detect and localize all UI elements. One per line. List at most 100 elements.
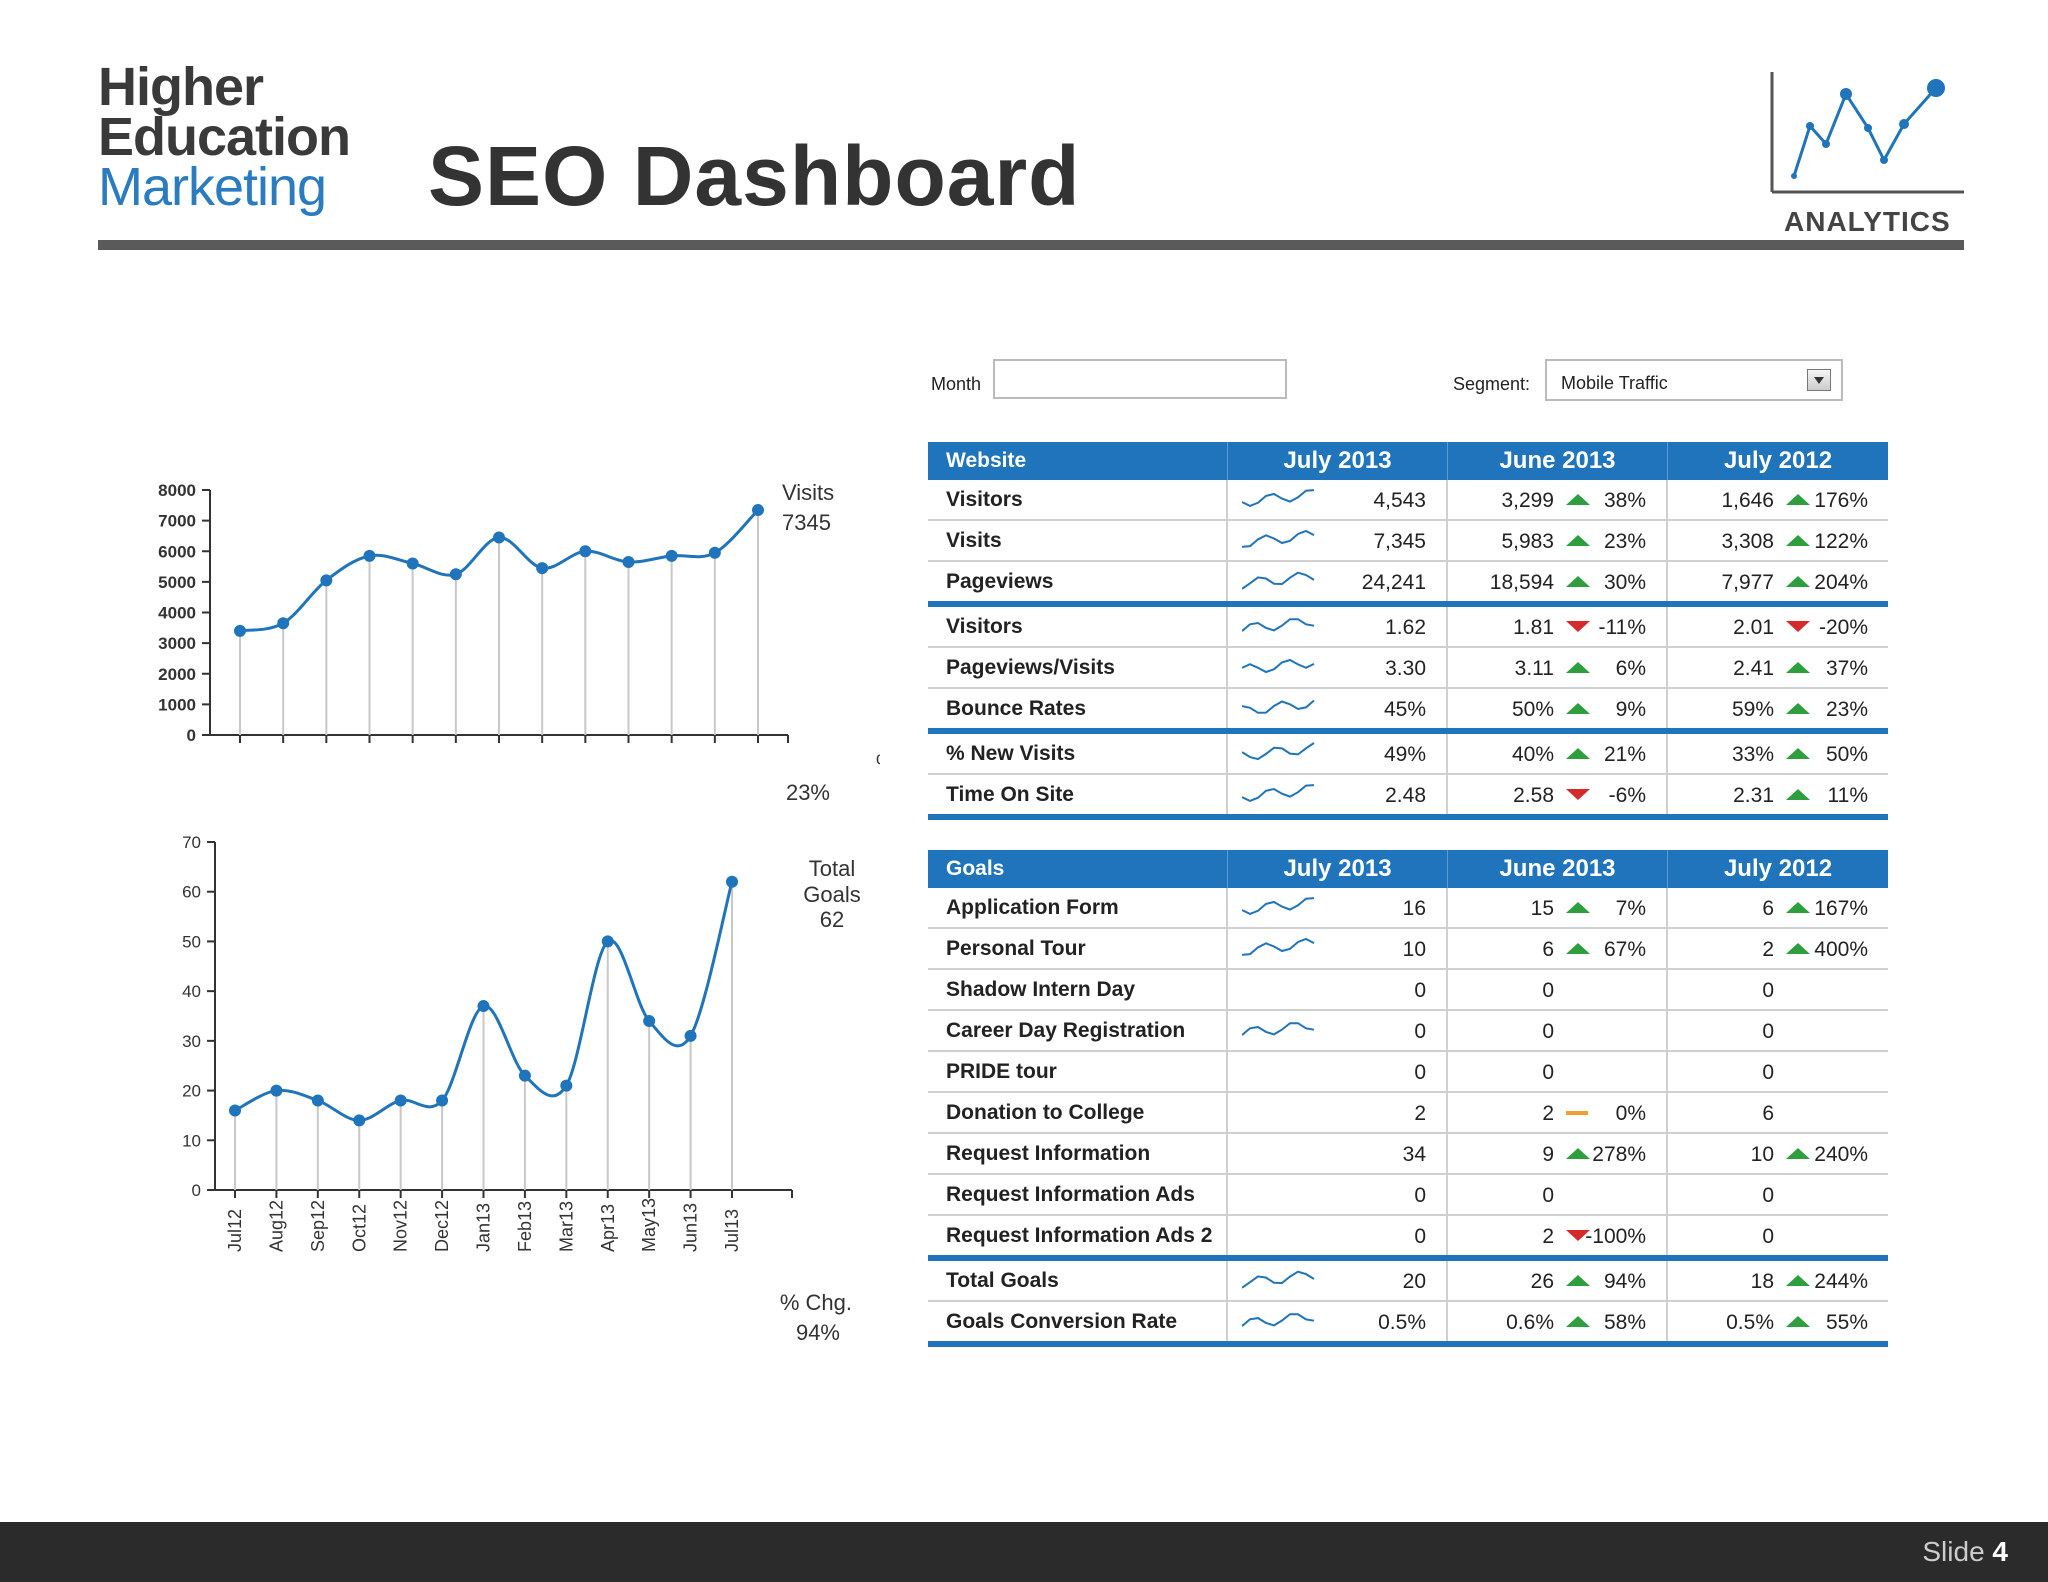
- value-july-2012: 0: [1762, 1184, 1774, 1207]
- row-label: % New Visits: [928, 734, 1228, 773]
- trend-icon: [1566, 576, 1590, 590]
- data-point: [518, 1069, 531, 1082]
- trend-icon: [1786, 1230, 1810, 1244]
- flat-dash-icon: [1566, 1111, 1588, 1115]
- row-label: Visitors: [928, 480, 1228, 519]
- value-july-2012: 6: [1762, 897, 1774, 920]
- cell-june-2013: 5,983 23%: [1448, 521, 1668, 560]
- trend-icon: [1566, 1275, 1590, 1289]
- pct-july-2012: 37%: [1825, 657, 1868, 680]
- table-row: Pageviews 24,241 18,594 30% 7,977 204%: [928, 562, 1888, 607]
- logo-line-3: Marketing: [98, 157, 327, 217]
- y-tick-label: 70: [182, 833, 201, 852]
- slide-label: Slide: [1922, 1536, 1985, 1567]
- visits-value: 7345: [782, 510, 831, 535]
- table-row: Personal Tour 10 6 67% 2 400%: [928, 929, 1888, 970]
- value-june-2013: 0: [1542, 1061, 1554, 1084]
- value-july-2013: 10: [1402, 938, 1426, 961]
- pct-july-2012: 122%: [1814, 530, 1868, 553]
- trend-icon: [1786, 748, 1810, 762]
- value-june-2013: 0.6%: [1506, 1311, 1554, 1334]
- column-header: June 2013: [1448, 442, 1668, 480]
- value-july-2013: 20: [1402, 1270, 1426, 1293]
- trend-icon: [1566, 1025, 1590, 1039]
- down-arrow-icon: [1566, 621, 1590, 632]
- sparkline-icon: [1242, 1313, 1315, 1327]
- data-point: [311, 1094, 324, 1107]
- trend-icon: [1786, 902, 1810, 916]
- trend-icon: [1566, 1230, 1590, 1244]
- segment-select[interactable]: Mobile Traffic: [1545, 359, 1843, 401]
- data-point: [229, 1104, 241, 1117]
- y-tick-label: 5000: [158, 573, 196, 592]
- up-arrow-icon: [1566, 1148, 1590, 1159]
- cell-july-2013: 24,241: [1228, 562, 1448, 601]
- table-row: Time On Site 2.48 2.58 -6% 2.31 11%: [928, 775, 1888, 820]
- pct-june-2013: 21%: [1603, 743, 1646, 766]
- value-july-2012: 0: [1762, 1061, 1774, 1084]
- table-row: Visits 7,345 5,983 23% 3,308 122%: [928, 521, 1888, 562]
- pct-july-2012: -20%: [1818, 616, 1868, 639]
- cell-july-2013: 2.48: [1228, 775, 1448, 814]
- cell-july-2013: 16: [1228, 888, 1448, 927]
- value-july-2012: 18: [1750, 1270, 1774, 1293]
- sparkline-icon: [1242, 618, 1315, 632]
- row-label: Request Information: [928, 1134, 1228, 1173]
- up-arrow-icon: [1786, 902, 1810, 913]
- trend-icon: [1566, 662, 1590, 676]
- slide-number: 4: [1992, 1536, 2008, 1567]
- visits-chart: 0 1000 2000 3000 4000 5000 6000 7000 8000 Visits 7…: [158, 480, 880, 805]
- cell-june-2013: 26 94%: [1448, 1261, 1668, 1300]
- cell-july-2013: 20: [1228, 1261, 1448, 1300]
- up-arrow-icon: [1566, 902, 1590, 913]
- table-row: Request Information 34 9 278% 10 240%: [928, 1134, 1888, 1175]
- cell-july-2012: 0: [1668, 1175, 1888, 1214]
- up-arrow-icon: [1786, 1148, 1810, 1159]
- value-june-2013: 2.58: [1513, 784, 1554, 807]
- cell-july-2013: 10: [1228, 929, 1448, 968]
- data-point: [708, 546, 721, 559]
- pct-june-2013: -6%: [1608, 784, 1646, 807]
- cell-july-2012: 0: [1668, 1216, 1888, 1255]
- column-header: July 2012: [1723, 855, 1833, 882]
- value-july-2013: 0: [1414, 1061, 1426, 1084]
- value-june-2013: 0: [1542, 1184, 1554, 1207]
- trend-icon: [1786, 535, 1810, 549]
- value-july-2013: 0: [1414, 1184, 1426, 1207]
- value-june-2013: 18,594: [1489, 571, 1554, 594]
- pct-july-2012: 167%: [1814, 897, 1868, 920]
- pct-july-2012: 50%: [1825, 743, 1868, 766]
- y-tick-label: 0: [187, 726, 196, 745]
- x-tick-label: Mar13: [556, 1201, 576, 1252]
- pct-june-2013: 6%: [1615, 657, 1646, 680]
- value-july-2013: 2: [1414, 1102, 1426, 1125]
- pct-july-2012: 400%: [1814, 938, 1868, 961]
- table-header: Goals July 2013 June 2013 July 2012: [928, 850, 1888, 888]
- cell-june-2013: 3.11 6%: [1448, 648, 1668, 687]
- trend-icon: [1786, 1066, 1810, 1080]
- value-july-2013: 2.48: [1385, 784, 1426, 807]
- up-arrow-icon: [1566, 748, 1590, 759]
- value-june-2013: 6: [1542, 938, 1554, 961]
- x-tick-label: Oct12: [349, 1204, 369, 1252]
- data-point: [579, 545, 592, 558]
- month-input[interactable]: [993, 359, 1287, 399]
- chevron-down-icon[interactable]: [1807, 369, 1831, 391]
- data-point: [449, 568, 462, 581]
- cell-july-2012: 2.31 11%: [1668, 775, 1888, 814]
- up-arrow-icon: [1566, 576, 1590, 587]
- cell-july-2012: 0: [1668, 1011, 1888, 1050]
- data-point: [406, 557, 419, 570]
- cell-july-2013: 4,543: [1228, 480, 1448, 519]
- x-tick-label: Sep12: [308, 1200, 328, 1252]
- table-row: Career Day Registration 0 0 0: [928, 1011, 1888, 1052]
- value-july-2012: 59%: [1731, 698, 1774, 721]
- slide-indicator: Slide 4: [1922, 1536, 2008, 1568]
- sparkline-icon: [1242, 571, 1315, 590]
- table-row: Request Information Ads 2 0 2 -100% 0: [928, 1216, 1888, 1261]
- down-arrow-icon: [1566, 1230, 1590, 1241]
- cell-june-2013: 3,299 38%: [1448, 480, 1668, 519]
- cell-june-2013: 15 7%: [1448, 888, 1668, 927]
- y-tick-label: 10: [182, 1131, 201, 1150]
- row-label: Visits: [928, 521, 1228, 560]
